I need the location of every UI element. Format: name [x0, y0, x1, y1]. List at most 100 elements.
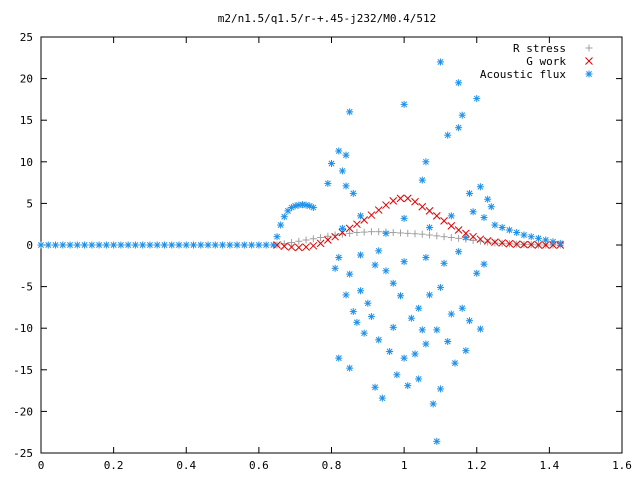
data-point [280, 213, 288, 221]
data-point [190, 241, 198, 249]
data-point [342, 151, 350, 159]
data-marks [37, 58, 565, 445]
data-point [426, 224, 434, 232]
data-point [346, 229, 354, 237]
data-point [444, 338, 452, 346]
data-point [422, 253, 430, 261]
legend-marker [585, 57, 593, 65]
data-point [110, 241, 118, 249]
data-point [389, 229, 397, 237]
data-point [317, 234, 325, 242]
data-point [520, 240, 528, 249]
data-point [396, 194, 405, 203]
data-point [37, 241, 45, 249]
y-tick-label: 5 [26, 197, 33, 210]
y-tick-label: -5 [20, 281, 33, 294]
series-g-work [273, 194, 565, 252]
data-point [491, 221, 499, 229]
data-point [396, 229, 404, 237]
data-point [375, 336, 383, 344]
data-point [527, 233, 535, 241]
x-tick-label: 0.2 [104, 459, 124, 472]
data-point [389, 197, 398, 205]
data-point [287, 243, 296, 251]
data-point [316, 239, 325, 248]
data-point [349, 189, 357, 197]
data-point [88, 241, 96, 249]
x-tick-label: 0.8 [322, 459, 342, 472]
data-point [153, 241, 161, 249]
data-point [175, 241, 183, 249]
data-point [302, 236, 310, 244]
data-point [95, 241, 103, 249]
data-point [469, 208, 477, 216]
data-point [418, 202, 427, 211]
data-point [146, 241, 154, 249]
data-point [357, 212, 365, 220]
data-point [345, 224, 354, 233]
data-point [360, 329, 368, 337]
data-point [483, 236, 492, 245]
legend-label: Acoustic flux [480, 68, 566, 81]
data-point [386, 347, 394, 355]
y-tick-label: 0 [26, 239, 33, 252]
data-point [491, 238, 499, 246]
series-acoustic-flux [37, 58, 564, 445]
data-point [124, 241, 132, 249]
data-point [331, 232, 339, 241]
x-tick-label: 1.4 [539, 459, 559, 472]
data-point [248, 241, 256, 249]
y-tick-label: 15 [20, 114, 33, 127]
data-point [335, 354, 343, 362]
x-tick-label: 0 [38, 459, 45, 472]
data-point [454, 226, 463, 234]
data-point [426, 291, 434, 299]
data-point [520, 231, 528, 239]
data-point [375, 247, 383, 255]
data-point [418, 230, 426, 238]
data-point [505, 239, 514, 248]
x-tick-label: 1 [401, 459, 408, 472]
data-point [487, 203, 495, 211]
data-point [440, 217, 448, 225]
data-point [418, 176, 426, 184]
data-point [309, 235, 317, 243]
data-point [73, 241, 81, 249]
data-point [462, 347, 470, 355]
data-point [465, 189, 473, 197]
data-point [182, 241, 190, 249]
data-point [324, 179, 332, 187]
data-point [458, 304, 466, 312]
data-point [342, 291, 350, 299]
data-point [117, 241, 125, 249]
legend-marker [585, 44, 593, 52]
data-point [433, 437, 441, 445]
data-point [491, 239, 499, 247]
data-point [367, 211, 376, 219]
data-point [309, 204, 317, 212]
y-tick-label: 10 [20, 156, 33, 169]
y-tick-label: 25 [20, 31, 33, 44]
data-point [335, 147, 343, 155]
data-point [480, 214, 488, 222]
data-point [219, 241, 227, 249]
data-point [66, 241, 74, 249]
data-point [168, 241, 176, 249]
data-point [328, 159, 335, 167]
data-point [367, 313, 375, 321]
data-point [346, 364, 354, 372]
data-point [444, 131, 452, 139]
data-point [469, 236, 477, 244]
data-point [240, 241, 248, 249]
data-point [415, 375, 423, 383]
data-point [418, 326, 426, 334]
data-point [433, 232, 441, 240]
data-point [556, 239, 564, 247]
data-point [139, 241, 147, 249]
legend-label: G work [526, 55, 566, 68]
data-point [400, 100, 408, 108]
data-point [429, 400, 437, 408]
data-point [436, 385, 444, 393]
data-point [324, 232, 332, 240]
